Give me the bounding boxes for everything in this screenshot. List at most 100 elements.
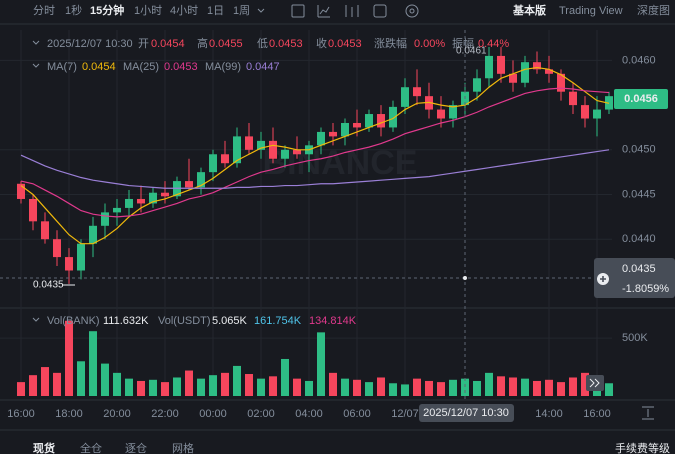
candle-body	[245, 136, 253, 150]
low-marker: 0.0435	[33, 280, 64, 291]
volume-bar	[257, 378, 265, 396]
volume-bar	[305, 380, 313, 396]
scroll-icon	[589, 378, 600, 388]
info-value: 0.0453	[269, 38, 303, 50]
volume-value: 111.632K	[103, 315, 149, 327]
candle-body	[293, 149, 301, 155]
candle-body	[65, 257, 73, 271]
candle-body	[89, 225, 97, 244]
crosshair-time: 2025/12/07 10:30	[423, 407, 509, 419]
reset-axis-icon[interactable]	[642, 406, 654, 420]
collapse-icon[interactable]	[32, 317, 40, 322]
legend-name: MA(7)	[47, 61, 77, 73]
interval[interactable]: 1日	[207, 5, 224, 17]
volume-bar	[209, 375, 217, 396]
crosshair-change: -1.8059%	[622, 283, 669, 295]
x-tick-label: 02:00	[247, 408, 275, 420]
view-tab[interactable]: Trading View	[559, 5, 623, 17]
last-price-badge	[614, 89, 668, 109]
volume-bar	[389, 383, 397, 396]
volume-bar	[365, 382, 373, 396]
candle-body	[329, 131, 337, 137]
volume-bar	[77, 361, 85, 396]
bottom-tab[interactable]: 逐仓	[125, 441, 147, 454]
volume-label: Vol(BANK)	[47, 315, 100, 327]
x-tick-label: 20:00	[103, 408, 131, 420]
volume-ma-value: 134.814K	[309, 315, 357, 327]
last-price: 0.0456	[624, 93, 658, 105]
ma-line	[20, 66, 610, 245]
candle-body	[557, 73, 565, 92]
candle-body	[149, 192, 157, 204]
info-label: 振幅	[452, 36, 474, 50]
volume-bar	[341, 378, 349, 396]
fee-level[interactable]: 手续费等级	[615, 441, 670, 454]
candle-body	[77, 243, 85, 271]
interval[interactable]: 1小时	[134, 4, 162, 17]
candle-body	[125, 198, 133, 208]
candle-body	[53, 239, 61, 258]
y-tick-label: 0.0450	[622, 144, 656, 156]
volume-bar	[245, 374, 253, 396]
info-value: 0.0454	[151, 38, 185, 50]
candle-body	[209, 154, 217, 173]
collapse-icon[interactable]	[32, 40, 40, 45]
candle-body	[413, 87, 421, 97]
x-tick-label: 04:00	[295, 408, 323, 420]
candle-body	[353, 122, 361, 128]
bottom-tab[interactable]: 网格	[172, 441, 194, 454]
volume-bar	[317, 332, 325, 396]
volume-bar	[521, 378, 529, 396]
candle-body	[101, 212, 109, 226]
collapse-icon[interactable]	[32, 63, 40, 68]
volume-bar	[425, 380, 433, 396]
view-tab-selected[interactable]: 基本版	[512, 3, 546, 17]
candle-body	[581, 105, 589, 119]
volume-bar	[89, 331, 97, 396]
bottom-tab[interactable]: 全仓	[80, 441, 102, 454]
candle-body	[545, 69, 553, 74]
interval-selected[interactable]: 15分钟	[90, 3, 124, 17]
x-tick-label: 22:00	[151, 408, 179, 420]
info-value: 0.00%	[414, 38, 445, 50]
candle-body	[449, 105, 457, 119]
candle-body	[341, 122, 349, 137]
x-tick-label: 06:00	[343, 408, 371, 420]
volume-bar	[29, 375, 37, 396]
x-tick-label: 16:00	[583, 408, 611, 420]
volume-bar	[161, 382, 169, 396]
volume-bar	[545, 379, 553, 396]
volume-bar	[41, 367, 49, 396]
interval[interactable]: 4小时	[170, 4, 198, 17]
candle-body	[437, 109, 445, 119]
candle-body	[281, 149, 289, 159]
legend-value: 0.0453	[164, 61, 198, 73]
ma-line	[20, 149, 610, 189]
interval[interactable]: 1秒	[65, 3, 82, 17]
add-order-plus	[600, 276, 606, 282]
candle-body	[17, 183, 25, 199]
tool-icons[interactable]	[291, 4, 419, 18]
view-tab[interactable]: 深度图	[637, 3, 670, 17]
candle-body	[593, 109, 601, 119]
candle-body	[41, 221, 49, 240]
dropdown-icon[interactable]	[257, 8, 265, 13]
candle-body	[137, 198, 145, 204]
interval[interactable]: 1周	[233, 4, 250, 17]
volume-bar	[569, 377, 577, 396]
info-value: 0.0455	[209, 38, 243, 50]
legend-name: MA(99)	[205, 61, 241, 73]
candle-body	[497, 55, 505, 74]
x-tick-label: 18:00	[55, 408, 83, 420]
x-tick-label: 00:00	[199, 408, 227, 420]
volume-bar	[461, 378, 469, 396]
bottom-tab-selected[interactable]: 现货	[33, 441, 55, 454]
volume-bar	[377, 377, 385, 396]
volume-bar	[113, 372, 121, 396]
volume-bar	[125, 378, 133, 396]
interval[interactable]: 分时	[33, 4, 55, 17]
volume-bar	[437, 382, 445, 396]
scroll-right[interactable]	[586, 375, 604, 391]
y-tick-label: 0.0440	[622, 233, 656, 245]
candle-body	[317, 131, 325, 146]
